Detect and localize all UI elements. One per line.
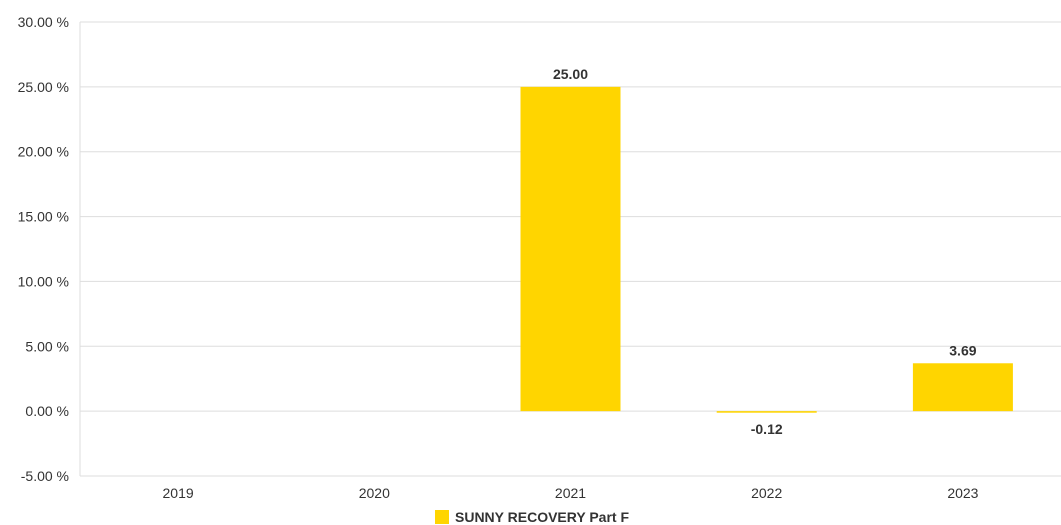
legend-swatch [435,510,449,524]
x-axis-ticks: 2019 2020 2021 2022 2023 [163,485,979,501]
legend: SUNNY RECOVERY Part F [435,509,629,525]
y-tick-label: -5.00 % [21,468,69,484]
y-tick-label: 10.00 % [18,273,69,289]
data-label: 25.00 [553,66,588,82]
x-tick-label: 2021 [555,485,586,501]
x-tick-label: 2023 [947,485,978,501]
data-label: -0.12 [751,421,783,437]
bars [520,86,1013,413]
x-tick-label: 2022 [751,485,782,501]
y-tick-label: 20.00 % [18,144,69,160]
y-tick-label: 0.00 % [25,403,69,419]
y-tick-label: 25.00 % [18,79,69,95]
bar [520,86,621,412]
data-labels: 25.00 -0.12 3.69 [553,66,977,437]
y-tick-label: 5.00 % [25,338,69,354]
legend-label: SUNNY RECOVERY Part F [455,509,629,525]
x-tick-label: 2020 [359,485,390,501]
y-tick-label: 30.00 % [18,14,69,30]
data-label: 3.69 [949,342,976,358]
y-tick-label: 15.00 % [18,209,69,225]
bar [716,411,817,413]
bar [912,363,1013,412]
x-tick-label: 2019 [163,485,194,501]
y-axis-ticks: 30.00 % 25.00 % 20.00 % 15.00 % 10.00 % 5.00 … [18,14,69,484]
